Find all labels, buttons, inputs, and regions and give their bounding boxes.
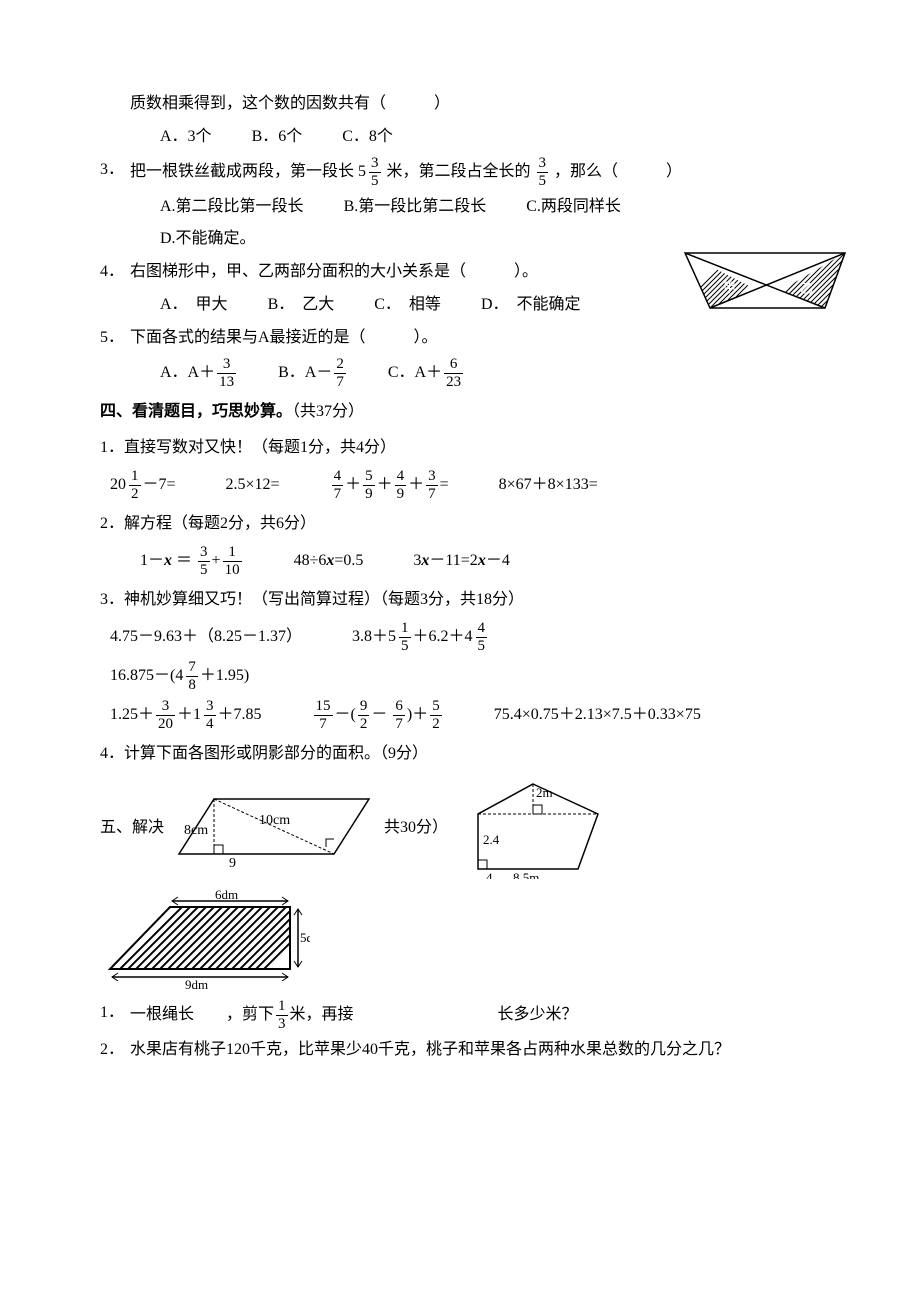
- q4-opt-d: D． 不能确定: [481, 291, 581, 320]
- s5-q2: 2． 水果店有桃子120千克，比苹果少40千克，桃子和苹果各占两种水果总数的几分…: [100, 1036, 820, 1065]
- svg-text:8.5m: 8.5m: [513, 870, 539, 879]
- s4-3-e4: 1.25＋320＋134＋7.85: [110, 699, 262, 732]
- section-4-head: 四、看清题目，巧思妙算。（共37分）: [100, 398, 820, 427]
- sec4-title: 四、看清题目，巧思妙算。: [100, 403, 292, 420]
- q5-opt-c: C．A＋623: [388, 357, 465, 390]
- question-3: 3． 把一根铁丝截成两段，第一段长 5 35 米，第二段占全长的 35 ，那么（…: [100, 156, 820, 189]
- s4-1-head: 1．直接写数对又快！（每题1分，共4分）: [100, 434, 820, 463]
- opt-b: B．6个: [252, 123, 303, 152]
- s4-3-e5: 157－(92－ 67)＋52: [312, 699, 444, 732]
- section-5-row: 五、解决 8cm 10cm 9 共30分） 2m 2.4 4 8.5m: [100, 779, 820, 989]
- s4-3-e2: 3.8＋515＋6.2＋445: [352, 621, 489, 654]
- q3-frac2: 35: [537, 156, 549, 189]
- s4-2-e1: 1－x ＝ 35+110: [140, 545, 244, 578]
- q4-fig-label-left: 甲: [723, 280, 736, 295]
- s4-1-e3: 47＋59＋49＋37=: [330, 469, 449, 502]
- q3-opt-c: C.两段同样长: [526, 193, 621, 222]
- q3-frac1: 5 35: [358, 156, 383, 189]
- opt-a: A．3个: [160, 123, 212, 152]
- q4-opt-a: A． 甲大: [160, 291, 228, 320]
- s5-q2-num: 2．: [100, 1036, 130, 1065]
- s4-3-row3: 1.25＋320＋134＋7.85 157－(92－ 67)＋52 75.4×0…: [100, 699, 820, 732]
- s4-1-e2: 2.5×12=: [226, 471, 280, 500]
- s4-1-equations: 2012－7= 2.5×12= 47＋59＋49＋37= 8×67＋8×133=: [100, 469, 820, 502]
- svg-text:4: 4: [486, 870, 493, 879]
- q3-t2: 米，第二段占全长的: [387, 163, 531, 180]
- s4-1-e4: 8×67＋8×133=: [499, 471, 598, 500]
- q-continuation: 质数相乘得到，这个数的因数共有（ ）: [100, 90, 820, 119]
- sec5-tail: 共30分）: [384, 814, 448, 843]
- svg-text:10cm: 10cm: [259, 813, 290, 828]
- q3-options-row1: A.第二段比第一段长 B.第一段比第二段长 C.两段同样长: [100, 193, 820, 222]
- q4-figure: 甲 乙: [680, 248, 850, 318]
- svg-text:2.4: 2.4: [483, 832, 500, 847]
- s4-2-head: 2．解方程（每题2分，共6分）: [100, 510, 820, 539]
- q5-opt-a: A．A＋313: [160, 357, 238, 390]
- s4-4-head: 4．计算下面各图形或阴影部分的面积。（9分）: [100, 740, 820, 769]
- s4-3-e3: 16.875－(478＋1.95): [110, 660, 249, 693]
- q3-t3: ，那么（ ）: [554, 163, 682, 180]
- s4-1-e1: 2012－7=: [110, 469, 176, 502]
- s4-3-e1: 4.75－9.63＋（8.25－1.37）: [110, 623, 302, 652]
- q3-opt-a: A.第二段比第一段长: [160, 193, 304, 222]
- svg-text:9dm: 9dm: [185, 977, 208, 989]
- question-4: 4． 右图梯形中，甲、乙两部分面积的大小关系是（ ）。 甲: [100, 258, 820, 287]
- fig3-trapezoid-shaded: 6dm 5dm 9dm: [100, 889, 310, 989]
- svg-text:5dm: 5dm: [300, 930, 310, 945]
- q4-opt-c: C． 相等: [374, 291, 441, 320]
- s4-2-e3: 3x－11=2x－4: [413, 547, 509, 576]
- q5-options: A．A＋313 B．A－27 C．A＋623: [100, 357, 820, 390]
- fig2-pentagon: 2m 2.4 4 8.5m: [458, 779, 618, 879]
- s4-3-e6: 75.4×0.75＋2.13×7.5＋0.33×75: [494, 701, 701, 730]
- sec5-title: 五、解决: [100, 814, 164, 843]
- q3-opt-b: B.第一段比第二段长: [344, 193, 487, 222]
- q4-num: 4．: [100, 258, 130, 287]
- q-cont-options: A．3个 B．6个 C．8个: [100, 123, 820, 152]
- s4-3-row1: 4.75－9.63＋（8.25－1.37） 3.8＋515＋6.2＋445: [100, 621, 820, 654]
- q3-t1: 把一根铁丝截成两段，第一段长: [130, 163, 354, 180]
- svg-text:6dm: 6dm: [215, 889, 238, 902]
- q4-opt-b: B． 乙大: [268, 291, 335, 320]
- s4-3-head: 3．神机妙算细又巧！（写出简算过程）（每题3分，共18分）: [100, 586, 820, 615]
- s4-2-equations: 1－x ＝ 35+110 48÷6x=0.5 3x－11=2x－4: [100, 545, 820, 578]
- s4-3-row2: 16.875－(478＋1.95): [100, 660, 820, 693]
- s5-q2-text: 水果店有桃子120千克，比苹果少40千克，桃子和苹果各占两种水果总数的几分之几？: [130, 1036, 820, 1065]
- q5-text: 下面各式的结果与A最接近的是（ ）。: [130, 324, 820, 353]
- opt-c: C．8个: [342, 123, 393, 152]
- q-cont-text: 质数相乘得到，这个数的因数共有（ ）: [130, 95, 450, 112]
- q3-opt-d: D.不能确定。: [160, 225, 256, 254]
- fig1-parallelogram: 8cm 10cm 9: [174, 789, 374, 869]
- q4-text: 右图梯形中，甲、乙两部分面积的大小关系是（ ）。: [130, 263, 538, 280]
- s5-q1: 1． 一根绳长 ，剪下13米，再接 长多少米？: [100, 999, 820, 1032]
- svg-text:9: 9: [229, 856, 236, 869]
- sec4-points: （共37分）: [292, 403, 364, 420]
- s4-2-e2: 48÷6x=0.5: [294, 547, 364, 576]
- s5-q1-body: 一根绳长 ，剪下13米，再接 长多少米？: [130, 999, 820, 1032]
- q5-num: 5．: [100, 324, 130, 353]
- q5-opt-b: B．A－27: [278, 357, 348, 390]
- question-5: 5． 下面各式的结果与A最接近的是（ ）。: [100, 324, 820, 353]
- svg-text:8cm: 8cm: [184, 823, 208, 838]
- s5-q1-num: 1．: [100, 999, 130, 1028]
- q4-fig-label-right: 乙: [800, 281, 813, 296]
- svg-text:2m: 2m: [536, 785, 553, 800]
- q3-body: 把一根铁丝截成两段，第一段长 5 35 米，第二段占全长的 35 ，那么（ ）: [130, 156, 820, 189]
- q3-num: 3．: [100, 156, 130, 185]
